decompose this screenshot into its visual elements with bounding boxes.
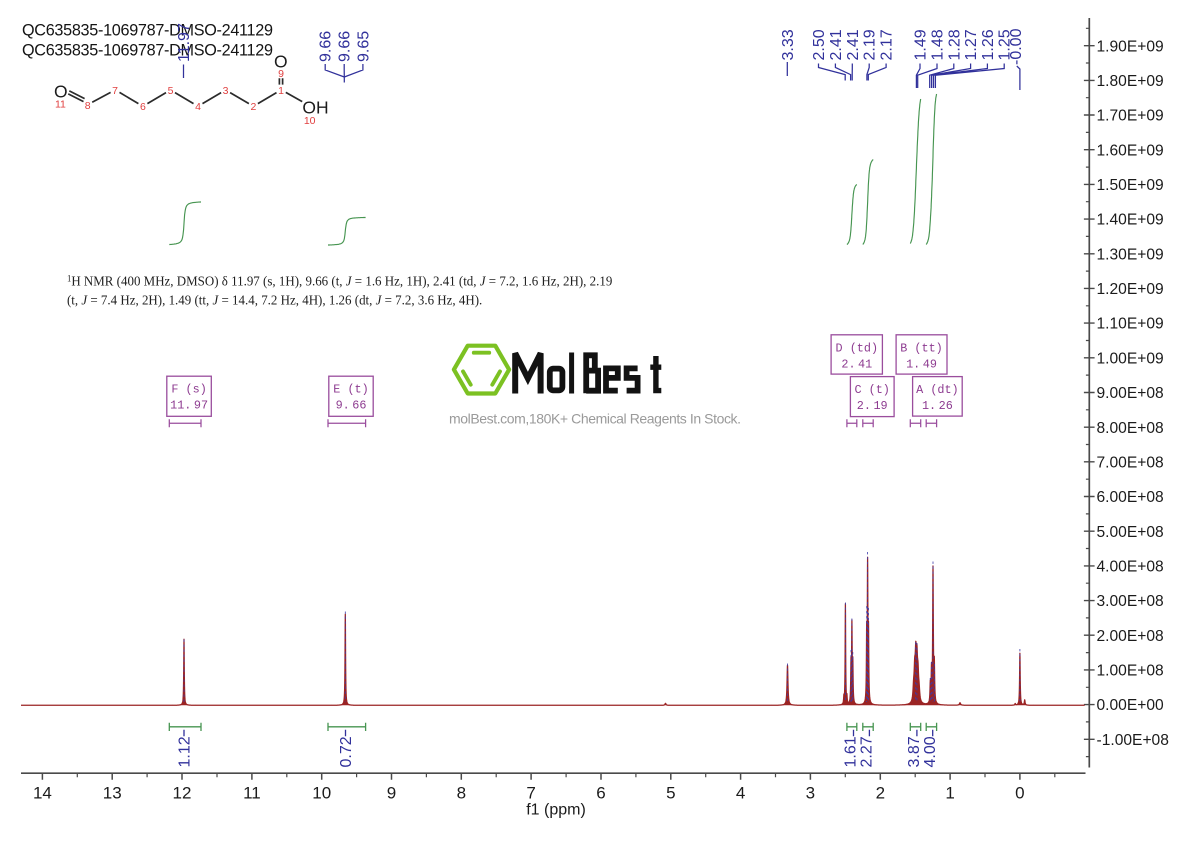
svg-text:7.00E+08: 7.00E+08 [1097,454,1164,471]
svg-text:1.25: 1.25 [997,29,1014,60]
svg-text:1.00E+09: 1.00E+09 [1097,350,1164,367]
svg-text:1.80E+09: 1.80E+09 [1097,73,1164,90]
svg-text:3.87: 3.87 [906,736,923,767]
svg-text:(t, J = 7.4 Hz, 2H), 1.49 (tt,: (t, J = 7.4 Hz, 2H), 1.49 (tt, J = 14.4,… [67,292,482,307]
svg-text:0.72: 0.72 [338,736,355,767]
svg-text:1.10E+09: 1.10E+09 [1097,316,1164,333]
svg-text:11.97: 11.97 [170,399,208,413]
svg-text:1.28: 1.28 [946,29,963,60]
svg-text:4.00: 4.00 [922,736,939,767]
svg-text:D (td): D (td) [836,341,878,355]
svg-text:7: 7 [526,784,535,803]
svg-text:-1.00E+08: -1.00E+08 [1097,732,1169,749]
svg-text:6: 6 [140,101,146,113]
svg-text:QC635835-1069787-DMSO-241129: QC635835-1069787-DMSO-241129 [22,42,273,60]
svg-text:C (t): C (t) [854,383,889,397]
svg-text:10: 10 [304,115,316,127]
svg-text:5.00E+08: 5.00E+08 [1097,524,1164,541]
svg-text:5: 5 [666,784,675,803]
svg-text:1.00E+08: 1.00E+08 [1097,663,1164,680]
svg-text:F (s): F (s) [171,383,206,397]
svg-text:10: 10 [312,784,331,803]
svg-text:-0.00: -0.00 [1008,28,1025,65]
svg-text:O: O [274,52,288,72]
svg-text:f1 (ppm): f1 (ppm) [526,802,586,819]
svg-text:1H NMR (400 MHz, DMSO) δ 11.97: 1H NMR (400 MHz, DMSO) δ 11.97 (s, 1H), … [67,273,613,288]
svg-text:2.41: 2.41 [845,29,862,60]
svg-text:7: 7 [112,85,118,97]
svg-text:2: 2 [250,101,256,113]
svg-text:1.61: 1.61 [843,736,860,767]
svg-text:1.40E+09: 1.40E+09 [1097,212,1164,229]
svg-text:4: 4 [195,101,201,113]
svg-text:11: 11 [243,784,261,803]
svg-text:1.30E+09: 1.30E+09 [1097,246,1164,263]
svg-text:0.00E+00: 0.00E+00 [1097,697,1165,714]
svg-text:9: 9 [387,784,396,803]
svg-text:1.48: 1.48 [930,29,947,60]
svg-text:1.12: 1.12 [177,736,194,767]
svg-text:1: 1 [278,85,284,97]
svg-text:6.00E+08: 6.00E+08 [1097,489,1164,506]
svg-text:1.60E+09: 1.60E+09 [1097,142,1164,159]
svg-text:8.00E+08: 8.00E+08 [1097,420,1164,437]
svg-text:2: 2 [876,784,885,803]
svg-text:8: 8 [457,784,466,803]
svg-text:11: 11 [55,99,66,111]
svg-text:14: 14 [33,784,52,803]
svg-text:2.50: 2.50 [811,29,828,60]
svg-text:2.19: 2.19 [862,29,879,60]
svg-text:3: 3 [223,85,229,97]
svg-text:11.97: 11.97 [176,23,193,62]
svg-text:4: 4 [736,784,745,803]
svg-text:8: 8 [85,100,91,112]
svg-text:A (dt): A (dt) [916,383,958,397]
svg-text:3.33: 3.33 [780,29,797,60]
svg-text:13: 13 [103,784,122,803]
svg-text:0: 0 [1015,784,1024,803]
svg-text:1.27: 1.27 [963,29,980,60]
svg-text:1.26: 1.26 [980,29,997,60]
svg-text:O: O [54,81,68,101]
svg-text:6: 6 [596,784,605,803]
svg-text:2.27: 2.27 [859,736,876,767]
svg-text:12: 12 [173,784,192,803]
svg-text:1.49: 1.49 [913,29,930,60]
svg-text:1.90E+09: 1.90E+09 [1097,38,1164,55]
svg-text:3.00E+08: 3.00E+08 [1097,593,1164,610]
svg-text:4.00E+08: 4.00E+08 [1097,559,1164,576]
svg-text:9.65: 9.65 [355,31,372,62]
svg-text:2.41: 2.41 [828,29,845,60]
svg-text:9: 9 [278,68,284,80]
svg-text:1.70E+09: 1.70E+09 [1097,108,1164,125]
svg-text:QC635835-1069787-DMSO-241129: QC635835-1069787-DMSO-241129 [22,22,273,40]
svg-text:2.17: 2.17 [879,29,896,60]
svg-text:E (t): E (t) [333,383,368,397]
svg-text:1.50E+09: 1.50E+09 [1097,177,1164,194]
svg-text:9.00E+08: 9.00E+08 [1097,385,1164,402]
svg-text:9.66: 9.66 [318,31,335,62]
svg-text:B (tt): B (tt) [900,341,942,355]
svg-text:9.66: 9.66 [337,31,354,62]
svg-text:5: 5 [168,85,174,97]
svg-text:1: 1 [945,784,954,803]
svg-text:OH: OH [302,97,328,117]
svg-text:1.20E+09: 1.20E+09 [1097,281,1164,298]
svg-text:2.00E+08: 2.00E+08 [1097,628,1164,645]
svg-text:3: 3 [806,784,815,803]
svg-text:molBest.com,180K+ Chemical Rea: molBest.com,180K+ Chemical Reagents In S… [449,411,741,427]
